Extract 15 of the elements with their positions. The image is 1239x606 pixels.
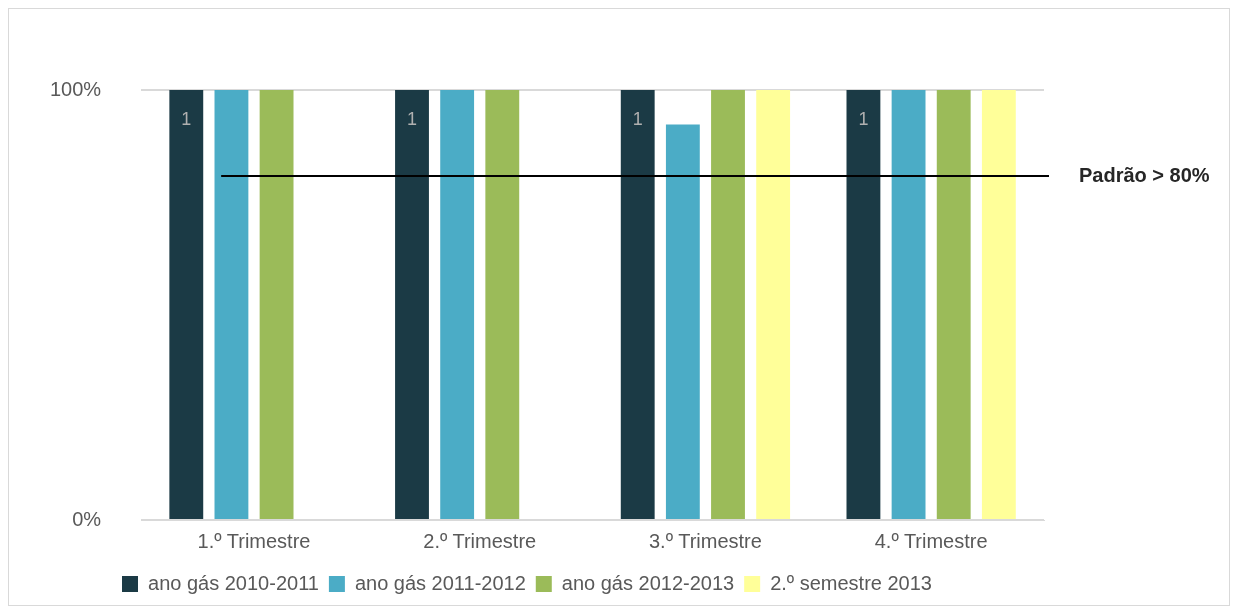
legend-label: 2.º semestre 2013	[770, 571, 932, 594]
data-label: 1	[181, 108, 192, 129]
data-label: 1	[632, 108, 643, 129]
data-label: 1	[858, 108, 869, 129]
legend-label: ano gás 2010-2011	[148, 571, 319, 594]
legend-label: ano gás 2012-2013	[561, 571, 735, 594]
y-tick-label: 0%	[72, 507, 102, 530]
x-tick-label: 4.º Trimestre	[874, 529, 988, 552]
ref-line-label: Padrão > 80%	[1079, 163, 1210, 186]
x-tick-label: 3.º Trimestre	[648, 529, 762, 552]
y-tick-label: 100%	[50, 77, 102, 100]
x-tick-label: 2.º Trimestre	[423, 529, 537, 552]
data-label: 1	[407, 108, 418, 129]
x-tick-label: 1.º Trimestre	[197, 529, 311, 552]
legend-label: ano gás 2011-2012	[354, 571, 526, 594]
